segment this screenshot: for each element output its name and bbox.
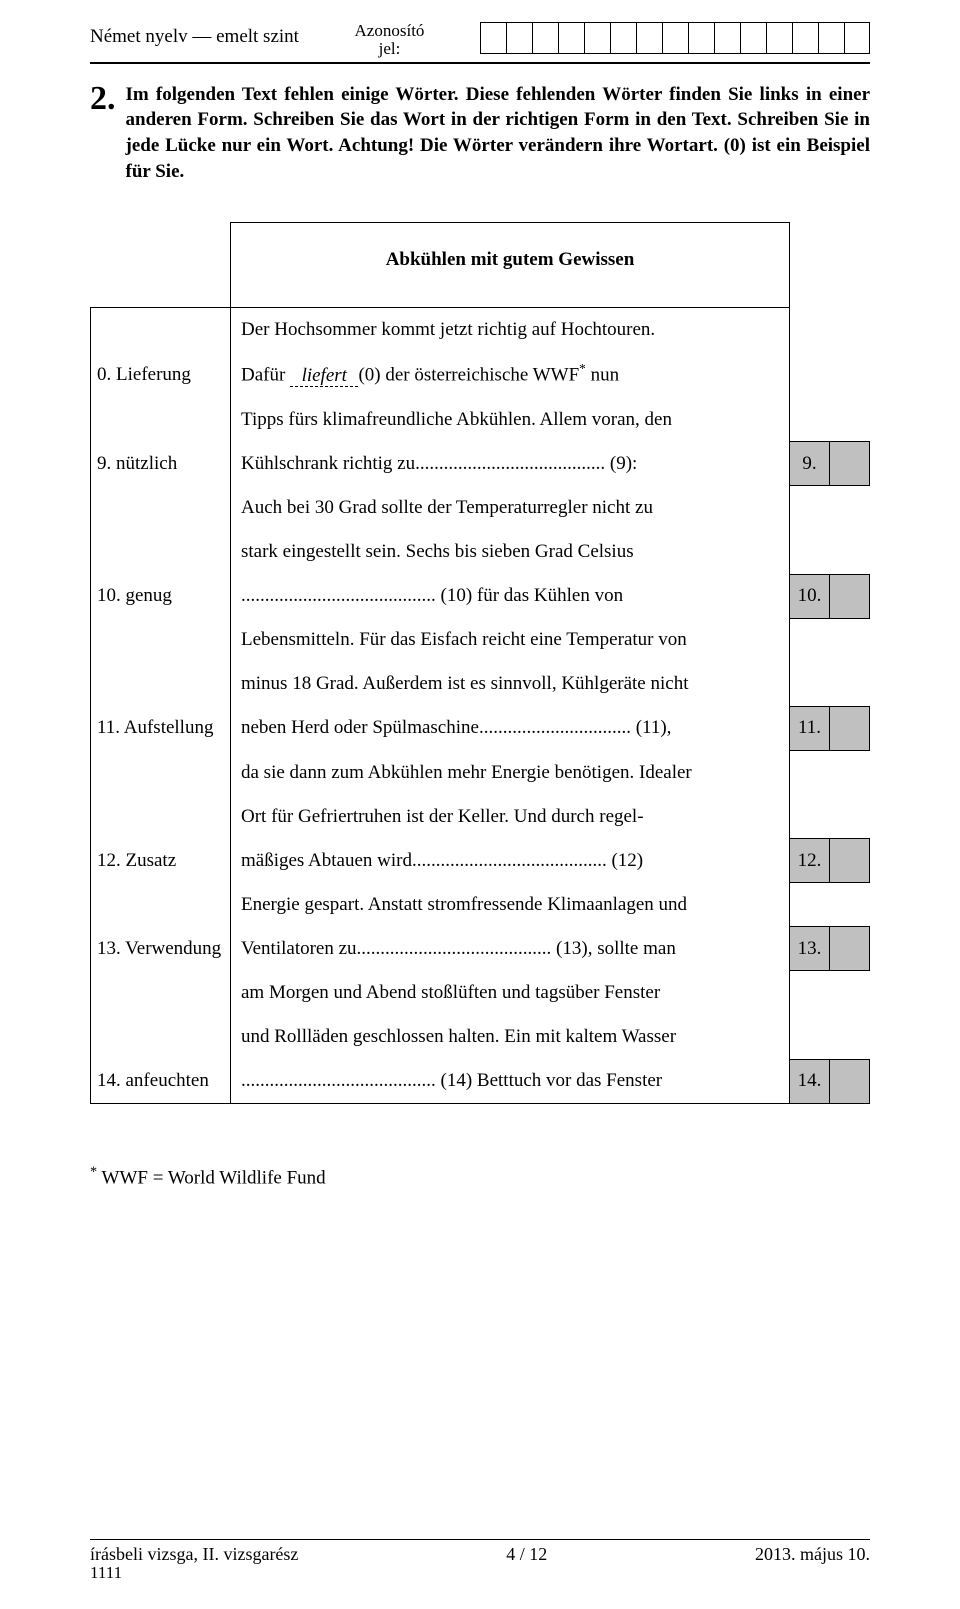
- score-input[interactable]: [830, 1059, 870, 1104]
- cue-empty: [91, 530, 231, 574]
- id-box[interactable]: [506, 22, 532, 54]
- score-number: 10.: [790, 574, 830, 618]
- cue-word: 11. Aufstellung: [91, 706, 231, 750]
- footer-left: írásbeli vizsga, II. vizsgarész: [90, 1544, 298, 1565]
- cue-word: 12. Zusatz: [91, 839, 231, 883]
- cue-word: 13. Verwendung: [91, 927, 231, 971]
- body-line: da sie dann zum Abkühlen mehr Energie be…: [231, 751, 790, 795]
- id-box[interactable]: [688, 22, 714, 54]
- cue-word: 10. genug: [91, 574, 231, 618]
- body-line: Energie gespart. Anstatt stromfressende …: [231, 883, 790, 927]
- cue-empty: [91, 1015, 231, 1059]
- cue-empty: [91, 308, 231, 353]
- body-line: stark eingestellt sein. Sechs bis sieben…: [231, 530, 790, 574]
- id-box[interactable]: [636, 22, 662, 54]
- score-input[interactable]: [830, 442, 870, 486]
- header-id-l2: jel:: [379, 39, 401, 58]
- id-box[interactable]: [792, 22, 818, 54]
- footer-code: 1111: [90, 1563, 870, 1583]
- header-id-l1: Azonosító: [355, 21, 425, 40]
- score-input[interactable]: [830, 574, 870, 618]
- page: Német nyelv — emelt szint Azonosító jel:…: [0, 0, 960, 1609]
- task-number: 2.: [90, 82, 116, 185]
- page-header: Német nyelv — emelt szint Azonosító jel:: [90, 20, 870, 58]
- body-line: Ort für Gefriertruhen ist der Keller. Un…: [231, 795, 790, 839]
- exercise-title: Abkühlen mit gutem Gewissen: [231, 223, 790, 308]
- footer-right: 2013. május 10.: [755, 1544, 870, 1565]
- body-line: Auch bei 30 Grad sollte der Temperaturre…: [231, 486, 790, 530]
- cue-empty: [91, 883, 231, 927]
- task-text: Im folgenden Text fehlen einige Wörter. …: [126, 82, 871, 185]
- body-line: Der Hochsommer kommt jetzt richtig auf H…: [231, 308, 790, 353]
- cue-empty: [91, 618, 231, 662]
- id-box[interactable]: [558, 22, 584, 54]
- body-line: ........................................…: [231, 1059, 790, 1104]
- body-line: am Morgen und Abend stoßlüften und tagsü…: [231, 971, 790, 1015]
- body-line: ........................................…: [231, 574, 790, 618]
- id-box[interactable]: [766, 22, 792, 54]
- id-box[interactable]: [714, 22, 740, 54]
- cue-empty: [91, 795, 231, 839]
- score-number: 9.: [790, 442, 830, 486]
- body-line: Dafür liefert (0) der österreichische WW…: [231, 352, 790, 397]
- header-id-label: Azonosító jel:: [355, 20, 425, 58]
- page-footer: írásbeli vizsga, II. vizsgarész 4 / 12 2…: [90, 1539, 870, 1583]
- id-box[interactable]: [532, 22, 558, 54]
- body-line: minus 18 Grad. Außerdem ist es sinnvoll,…: [231, 662, 790, 706]
- header-subject: Német nyelv — emelt szint: [90, 20, 299, 48]
- instructions: 2. Im folgenden Text fehlen einige Wörte…: [90, 82, 870, 185]
- cue-empty: [91, 486, 231, 530]
- score-input[interactable]: [830, 927, 870, 971]
- footer-rule: [90, 1539, 870, 1540]
- id-boxes: [480, 20, 870, 54]
- cue-empty: [91, 751, 231, 795]
- cue-word: 0. Lieferung: [91, 352, 231, 397]
- score-input[interactable]: [830, 839, 870, 883]
- header-rule: [90, 62, 870, 64]
- body-line: Kühlschrank richtig zu..................…: [231, 442, 790, 486]
- cue-word: 9. nützlich: [91, 442, 231, 486]
- body-line: Tipps fürs klimafreundliche Abkühlen. Al…: [231, 398, 790, 442]
- score-number: 13.: [790, 927, 830, 971]
- score-input[interactable]: [830, 706, 870, 750]
- exercise-table: Abkühlen mit gutem GewissenDer Hochsomme…: [90, 222, 870, 1104]
- footer-center: 4 / 12: [506, 1544, 547, 1565]
- footnote-text: WWF = World Wildlife Fund: [102, 1168, 326, 1189]
- cue-empty: [91, 398, 231, 442]
- score-number: 11.: [790, 706, 830, 750]
- id-box[interactable]: [844, 22, 870, 54]
- id-box[interactable]: [662, 22, 688, 54]
- body-line: Ventilatoren zu.........................…: [231, 927, 790, 971]
- left-empty: [91, 223, 231, 308]
- id-box[interactable]: [480, 22, 506, 54]
- id-box[interactable]: [818, 22, 844, 54]
- score-number: 14.: [790, 1059, 830, 1104]
- id-box[interactable]: [740, 22, 766, 54]
- id-box[interactable]: [610, 22, 636, 54]
- cue-word: 14. anfeuchten: [91, 1059, 231, 1104]
- cue-empty: [91, 971, 231, 1015]
- score-number: 12.: [790, 839, 830, 883]
- cue-empty: [91, 662, 231, 706]
- body-line: mäßiges Abtauen wird....................…: [231, 839, 790, 883]
- body-line: neben Herd oder Spülmaschine............…: [231, 706, 790, 750]
- id-box[interactable]: [584, 22, 610, 54]
- body-line: und Rollläden geschlossen halten. Ein mi…: [231, 1015, 790, 1059]
- body-line: Lebensmitteln. Für das Eisfach reicht ei…: [231, 618, 790, 662]
- footnote: * WWF = World Wildlife Fund: [90, 1164, 870, 1189]
